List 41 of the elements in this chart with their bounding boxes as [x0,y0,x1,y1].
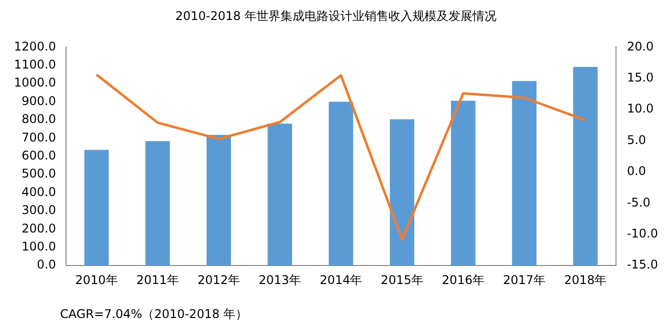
y2-tick-label: 5.0 [626,132,646,147]
x-tick-label: 2017年 [503,272,546,287]
bar [512,81,537,266]
y-tick-label: 1100.0 [14,58,56,72]
bar [450,100,476,266]
x-tick-label: 2018年 [564,272,607,287]
text: CAGR=7.04%（2010-2018 年） [60,306,248,323]
x-tick-label: 2014年 [320,272,362,287]
y-tick-label: 300.0 [22,203,56,218]
bar [573,66,598,266]
y-tick-label: 500.0 [22,166,56,181]
y-tick-label: 900.0 [22,94,56,108]
y-tick-label: 600.0 [22,148,56,163]
y2-tick-label: 15.0 [626,70,654,85]
y2-tick-label: -10.0 [626,226,658,241]
x-tick-label: 2015年 [380,272,424,287]
x-tick-label: 2012年 [197,272,240,287]
y2-tick-label: 20.0 [626,39,654,54]
y-tick-label: 1000.0 [14,76,56,90]
bar [268,124,292,266]
y2-tick-label: 0.0 [626,164,646,178]
y2-tick-label: -5.0 [626,195,650,210]
x-tick-label: 2016年 [442,272,484,287]
bar [206,134,231,266]
x-tick-label: 2011年 [136,272,179,287]
bar [84,150,109,266]
chart-title: 2010-2018 年世界集成电路设计业销售收入规模及发展情况 [174,8,498,25]
y-tick-label: 400.0 [22,184,56,199]
y-tick-label: 800.0 [22,112,56,126]
bar [328,102,354,266]
bar [390,119,414,266]
y-tick-label: 200.0 [22,221,56,236]
bar [145,141,170,266]
x-tick-label: 2010年 [75,272,118,287]
x-tick-label: 2013年 [258,272,302,287]
y-tick-label: 100.0 [22,240,56,254]
y2-tick-label: 10.0 [626,102,654,116]
y-tick-label: 1200.0 [14,39,56,54]
y-tick-label: 700.0 [22,130,56,144]
y-tick-label: 0.0 [36,258,56,272]
y2-tick-label: -15.0 [626,258,658,272]
